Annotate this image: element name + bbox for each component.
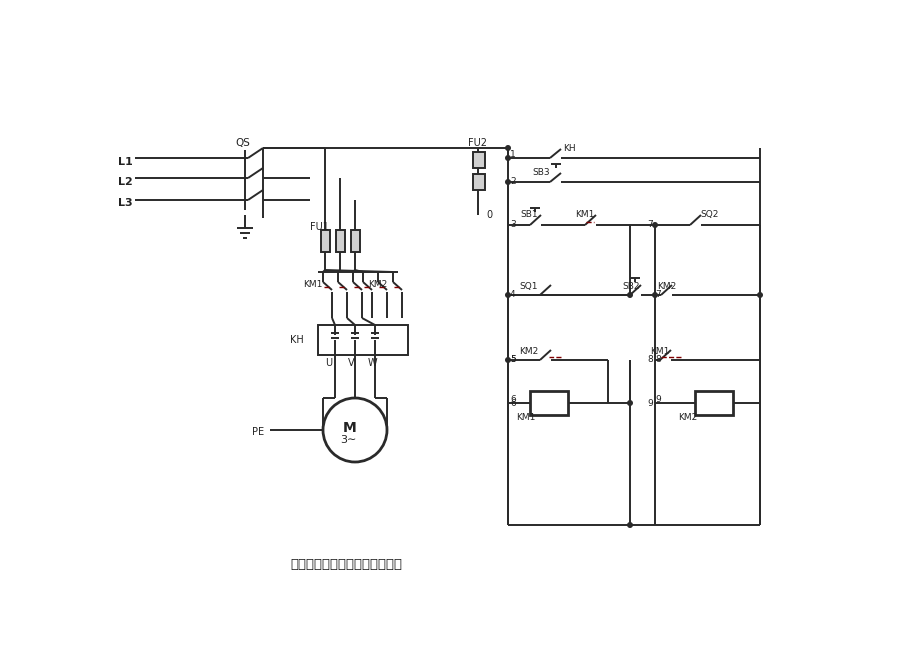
Text: 3∼: 3∼	[340, 435, 356, 445]
Text: QS: QS	[234, 138, 250, 148]
Text: L1: L1	[118, 157, 132, 167]
Circle shape	[505, 292, 510, 298]
Text: 2: 2	[509, 177, 515, 187]
Circle shape	[627, 292, 632, 298]
Bar	[529, 391, 567, 415]
Text: 0: 0	[485, 210, 492, 220]
Text: PE: PE	[252, 427, 264, 437]
Text: KH: KH	[289, 335, 303, 345]
Text: FU2: FU2	[468, 138, 486, 148]
Circle shape	[505, 155, 510, 161]
Text: SQ1: SQ1	[518, 283, 537, 291]
Bar	[472, 152, 484, 168]
Text: KM2: KM2	[368, 281, 387, 289]
Text: L3: L3	[118, 198, 132, 208]
Text: 7: 7	[646, 220, 652, 229]
Text: M: M	[343, 421, 357, 435]
Text: V: V	[347, 358, 354, 368]
Circle shape	[505, 145, 510, 151]
Text: 8: 8	[646, 356, 652, 365]
Text: SB2: SB2	[621, 283, 639, 291]
Text: 9: 9	[646, 398, 652, 408]
Text: SB1: SB1	[519, 211, 537, 220]
Bar	[318, 325, 407, 355]
Circle shape	[756, 292, 762, 298]
Bar	[694, 391, 732, 415]
Text: L2: L2	[118, 177, 132, 187]
Text: KM1: KM1	[302, 281, 322, 289]
Text: 3: 3	[509, 220, 516, 229]
Text: FU1: FU1	[310, 222, 328, 232]
Text: 1: 1	[509, 151, 516, 159]
Text: 6: 6	[509, 395, 516, 404]
Circle shape	[627, 400, 632, 406]
Text: 8: 8	[654, 356, 660, 365]
Circle shape	[627, 522, 632, 528]
Text: W: W	[368, 358, 377, 368]
Text: KM2: KM2	[656, 283, 675, 291]
Text: 7: 7	[654, 291, 660, 300]
Text: KH: KH	[562, 144, 575, 153]
Circle shape	[505, 179, 510, 185]
Text: U: U	[324, 358, 332, 368]
Bar	[351, 230, 359, 252]
Text: KM1: KM1	[574, 211, 594, 220]
Circle shape	[652, 222, 657, 228]
Text: KM1: KM1	[650, 348, 669, 356]
Text: 4: 4	[509, 291, 515, 300]
Text: 5: 5	[509, 356, 516, 365]
Text: 工作台自动往返行程控制电路图: 工作台自动往返行程控制电路图	[289, 558, 402, 571]
Circle shape	[652, 292, 657, 298]
Bar	[335, 230, 345, 252]
Circle shape	[505, 357, 510, 363]
Text: KM2: KM2	[518, 348, 538, 356]
Text: 5: 5	[509, 356, 516, 365]
Bar	[472, 174, 484, 190]
Bar	[321, 230, 330, 252]
Text: 9: 9	[654, 395, 660, 404]
Text: SQ2: SQ2	[699, 211, 718, 220]
Text: 6: 6	[509, 398, 516, 408]
Text: KM2: KM2	[677, 413, 697, 421]
Text: KM1: KM1	[516, 413, 535, 421]
Text: SB3: SB3	[531, 168, 549, 177]
